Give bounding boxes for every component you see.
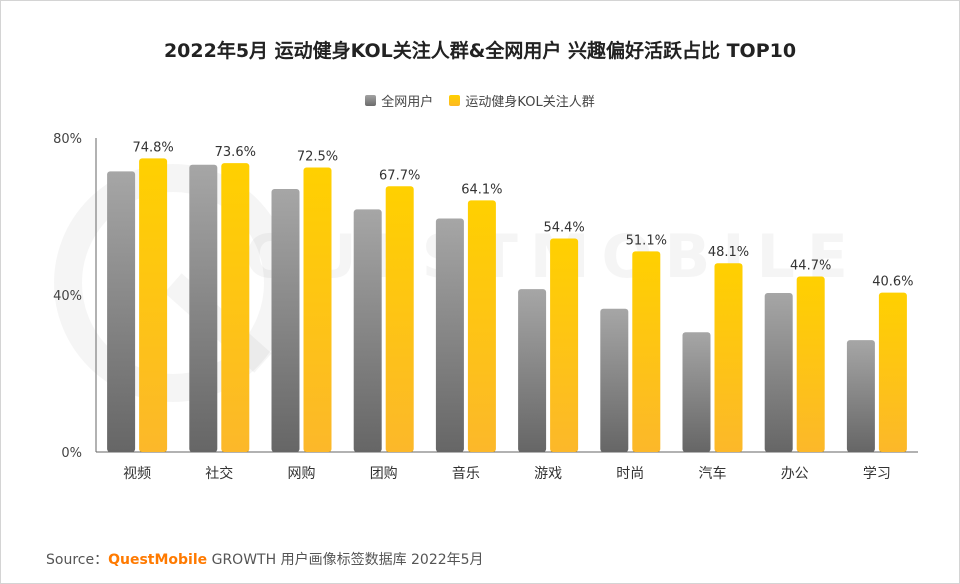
bar-data-label: 64.1% [461,182,502,197]
source-note: Source：QuestMobile GROWTH 用户画像标签数据库 2022… [46,549,484,569]
bar-data-label: 44.7% [790,259,831,274]
bar-fitness-kol [550,238,579,452]
bar-data-label: 48.1% [708,245,749,260]
bar-data-label: 51.1% [626,233,667,248]
bar-fitness-kol [632,251,661,452]
bar-fitness-kol [467,200,496,452]
x-category-label: 音乐 [452,465,480,482]
x-category-label: 团购 [370,466,398,482]
x-category-label: 汽车 [699,465,727,482]
bar-fitness-kol [221,163,250,452]
x-category-label: 办公 [781,466,809,482]
legend-label-all-users: 全网用户 [381,95,434,110]
y-tick-label: 40% [53,289,82,304]
source-prefix: Source： [46,552,109,568]
bar-all-users [518,289,547,452]
bar-all-users [189,164,218,452]
bar-data-label: 72.5% [297,149,338,164]
bar-fitness-kol [139,158,168,452]
chart-legend: 全网用户 运动健身KOL关注人群 [0,91,960,110]
bar-data-label: 73.6% [215,145,256,160]
bar-data-label: 74.8% [132,140,173,155]
bar-all-users [682,332,711,452]
source-brand-quest: Quest [108,552,155,568]
bar-all-users [846,340,875,452]
source-brand-mobile: Mobile [154,552,208,568]
bar-fitness-kol [714,263,743,452]
x-category-label: 时尚 [616,466,644,482]
bar-data-label: 54.4% [543,220,584,235]
y-tick-label: 80% [53,132,82,147]
legend-item-all-users: 全网用户 [365,91,433,110]
bar-data-label: 40.6% [872,275,913,290]
bar-fitness-kol [796,276,825,452]
bar-all-users [271,189,300,452]
bar-all-users [435,218,464,452]
legend-swatch-fitness-kol [449,95,461,106]
x-category-label: 网购 [288,466,316,482]
x-category-label: 游戏 [534,466,562,482]
legend-label-fitness-kol: 运动健身KOL关注人群 [465,95,595,110]
legend-item-fitness-kol: 运动健身KOL关注人群 [449,91,595,110]
x-category-label: 学习 [863,466,891,482]
x-category-label: 社交 [205,465,233,482]
chart-title: 2022年5月 运动健身KOL关注人群&全网用户 兴趣偏好活跃占比 TOP10 [163,40,797,62]
bar-fitness-kol [303,167,332,452]
x-category-label: 视频 [123,466,151,482]
bar-all-users [107,171,136,453]
bar-all-users [600,308,629,452]
legend-swatch-all-users [365,95,377,106]
bar-fitness-kol [385,186,414,452]
y-tick-label: 0% [61,446,82,461]
bar-fitness-kol [878,292,907,452]
bar-all-users [353,209,382,452]
source-rest: GROWTH 用户画像标签数据库 2022年5月 [207,552,484,568]
bar-all-users [764,293,793,452]
bar-data-label: 67.7% [379,168,420,183]
